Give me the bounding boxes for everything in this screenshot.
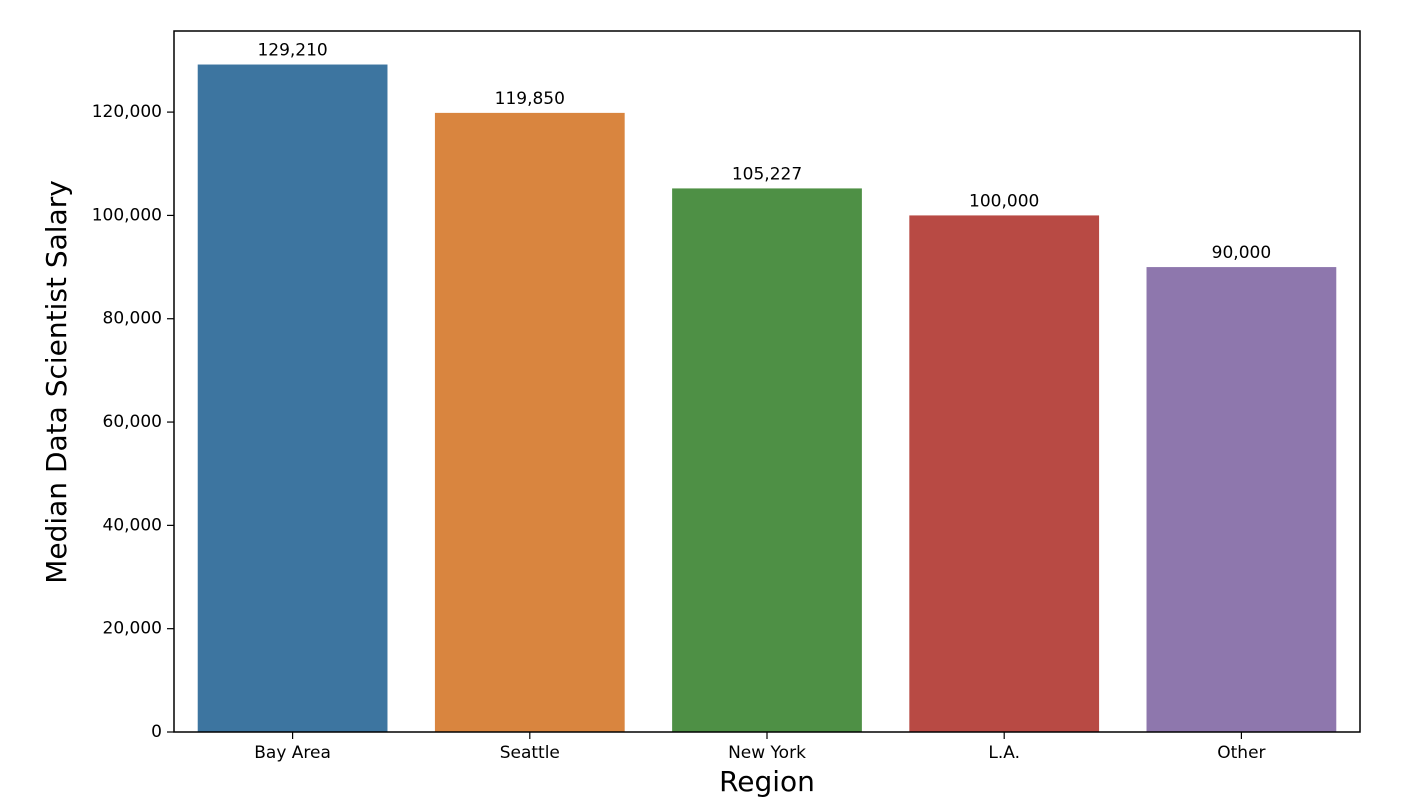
- y-tick-label: 20,000: [103, 619, 162, 639]
- y-axis-label: Median Data Scientist Salary: [40, 180, 73, 584]
- value-label: 100,000: [969, 191, 1039, 211]
- x-axis-label: Region: [719, 765, 815, 798]
- bar: [197, 64, 388, 733]
- y-tick-label: 0: [151, 722, 162, 742]
- bar: [1146, 267, 1337, 732]
- x-tick-label: New York: [728, 743, 806, 763]
- bar: [672, 188, 862, 733]
- y-tick-label: 40,000: [103, 515, 162, 535]
- value-label: 129,210: [257, 41, 327, 61]
- x-tick-label: Other: [1217, 743, 1265, 763]
- x-tick-label: Bay Area: [254, 743, 331, 763]
- value-label: 105,227: [732, 164, 802, 184]
- y-tick-label: 60,000: [103, 412, 162, 432]
- bar: [909, 215, 1100, 732]
- y-tick-label: 120,000: [92, 102, 162, 122]
- plot-frame: [173, 30, 1361, 733]
- value-label: 90,000: [1212, 243, 1271, 263]
- x-tick-label: Seattle: [500, 743, 560, 763]
- bar: [434, 112, 625, 732]
- y-tick-label: 100,000: [92, 205, 162, 225]
- value-label: 119,850: [495, 89, 565, 109]
- x-tick-label: L.A.: [988, 743, 1020, 763]
- y-tick-label: 80,000: [103, 309, 162, 329]
